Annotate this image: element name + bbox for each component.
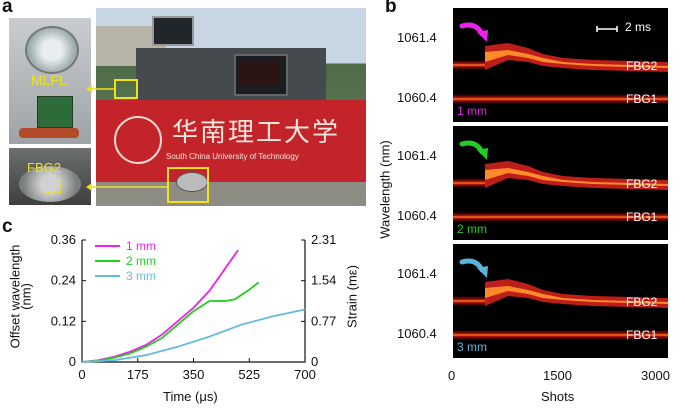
mlfl-label: MLFL xyxy=(31,72,67,88)
banner-subtitle: South China University of Technology xyxy=(166,152,299,161)
callout-box-mlfl xyxy=(114,79,138,99)
fbg2-band-before xyxy=(453,178,485,188)
banner-text: 华南理工大学 xyxy=(172,118,341,148)
y-right-tick-label: 2.31 xyxy=(311,232,336,247)
y-left-tick-label: 0.12 xyxy=(51,313,76,328)
callout-overlay xyxy=(86,79,209,203)
series-line-1-mm xyxy=(81,249,239,363)
callout-box-fbg2 xyxy=(167,167,209,203)
x-tick-label: 175 xyxy=(127,367,149,382)
offset-wavelength-chart: 0 0.12 0.24 0.36 0 0.77 1.54 2.31 0 175 350 525 700 1… xyxy=(51,232,337,382)
fbg1-band xyxy=(453,330,668,340)
panel-b-x-title: Shots xyxy=(541,389,575,404)
y-tick-1061-4: 1061.4 xyxy=(397,148,437,163)
y-tick-1061-4: 1061.4 xyxy=(397,266,437,281)
device-cable xyxy=(19,128,79,138)
legend-label-1-mm: 1 mm xyxy=(126,239,156,253)
series-line-3-mm xyxy=(81,308,306,363)
fbg2-band-core xyxy=(485,286,668,304)
y-left-tick-label: 0 xyxy=(69,354,76,369)
gap-size-label: 2 mm xyxy=(457,222,487,236)
scale-bar xyxy=(596,26,618,32)
device-photo: MLFL xyxy=(9,18,91,144)
y-tick-1060-4: 1060.4 xyxy=(397,90,437,105)
panel-b-y-title: Wavelength (nm) xyxy=(377,140,393,239)
fbg2-band-shifted xyxy=(485,279,668,308)
x-tick-label: 350 xyxy=(183,367,205,382)
y-tick-1060-4: 1060.4 xyxy=(397,208,437,223)
axes-frame xyxy=(81,240,306,363)
panel-b-x-tick-3000: 3000 xyxy=(641,368,670,383)
panel-c-xlabel: Time (μs) xyxy=(163,389,218,404)
fbg1-label: FBG1 xyxy=(626,328,658,342)
device-board xyxy=(37,96,73,128)
lab-scene-photo: 华南理工大学 South China University of Technol… xyxy=(96,8,366,206)
instrument-rack xyxy=(136,48,326,100)
x-tick-label: 525 xyxy=(238,367,260,382)
indicator-arrowhead xyxy=(477,30,488,42)
y-right-tick-label: 1.54 xyxy=(311,273,336,288)
gap-size-label: 1 mm xyxy=(457,104,487,118)
y-tick-1060-4: 1060.4 xyxy=(397,326,437,341)
panel-a-letter: a xyxy=(2,0,13,17)
legend-label-3-mm: 3 mm xyxy=(126,269,156,283)
panel-b-letter: b xyxy=(385,0,397,17)
fbg1-label: FBG1 xyxy=(626,92,658,106)
fbg2-band-shifted xyxy=(485,43,668,72)
x-tick-label: 700 xyxy=(294,367,316,382)
y-tick-1061-4: 1061.4 xyxy=(397,30,437,45)
y-right-tick-label: 0 xyxy=(311,354,318,369)
fbg2-photo: FBG2 xyxy=(9,148,91,205)
fbg2-band-before xyxy=(453,60,485,70)
fbg2-disk xyxy=(19,166,81,202)
heatmap-2 xyxy=(453,126,668,240)
oscilloscope-screen xyxy=(240,62,280,86)
heatmap-3 xyxy=(453,244,668,358)
fbg1-band xyxy=(453,212,668,222)
laptop xyxy=(152,16,194,46)
heatmap-1 xyxy=(453,8,668,122)
y-left-tick-label: 0.24 xyxy=(51,273,76,288)
fbg1-band xyxy=(453,94,668,104)
fbg2-band-before xyxy=(453,296,485,306)
panel-b-x-tick-0: 0 xyxy=(448,368,456,383)
fbg2-box xyxy=(43,179,61,193)
panel-c-letter: c xyxy=(2,216,13,237)
oscilloscope xyxy=(234,54,288,96)
fbg2-band-core xyxy=(485,168,668,186)
callout-arrowhead-fbg2 xyxy=(86,183,92,191)
scale-bar-label: 2 ms xyxy=(625,20,652,34)
panel-c-ylabel-right: Strain (mε) xyxy=(344,265,360,328)
fbg2-band-core xyxy=(485,50,668,68)
indicator-arrowhead xyxy=(477,266,488,278)
fbg2-label: FBG2 xyxy=(626,295,658,309)
callout-arrowhead-mlfl xyxy=(86,85,92,93)
banner: 华南理工大学 South China University of Technol… xyxy=(96,100,366,182)
legend-label-2-mm: 2 mm xyxy=(126,254,156,268)
fbg2-label: FBG2 xyxy=(626,59,658,73)
device-lens xyxy=(25,26,79,74)
university-seal xyxy=(114,116,162,164)
x-tick-label: 0 xyxy=(78,367,85,382)
y-right-tick-label: 0.77 xyxy=(311,313,336,328)
fbg1-label: FBG1 xyxy=(626,210,658,224)
series-line-2-mm xyxy=(81,281,260,363)
fbg2-photo-label: FBG2 xyxy=(27,160,61,175)
indicator-arrowhead xyxy=(477,148,488,160)
panel-b-x-tick-1500: 1500 xyxy=(543,368,572,383)
fbg2-label: FBG2 xyxy=(626,177,658,191)
fbg2-band-shifted xyxy=(485,161,668,190)
gap-size-label: 3 mm xyxy=(457,340,487,354)
y-left-tick-label: 0.36 xyxy=(51,232,76,247)
